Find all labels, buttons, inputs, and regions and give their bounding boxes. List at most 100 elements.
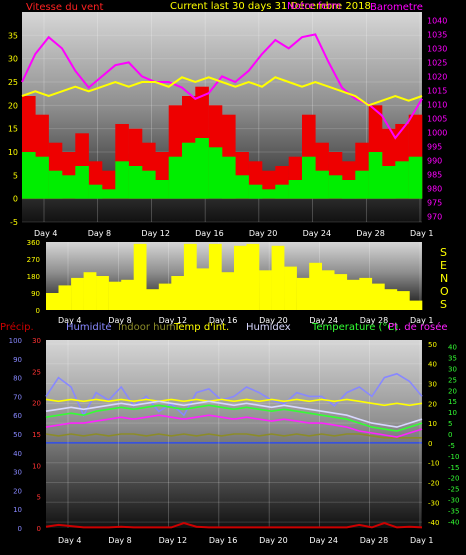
wind-tick-label: 10 bbox=[8, 148, 18, 157]
humidity-tick-label: 10 bbox=[13, 506, 22, 514]
wind_avg-bar bbox=[168, 156, 183, 199]
direction-letter: N bbox=[440, 272, 448, 285]
direction-tick-label: 180 bbox=[27, 273, 40, 281]
wind-tick-label: 0 bbox=[13, 195, 18, 204]
temp-right-tick-label: 25 bbox=[448, 376, 457, 384]
direction-bar bbox=[334, 274, 348, 310]
wind_avg-bar bbox=[155, 180, 169, 199]
wind_avg-bar bbox=[382, 166, 396, 199]
humidity-tick-label: 50 bbox=[13, 431, 22, 439]
humidity-tick-label: 40 bbox=[13, 450, 22, 458]
wind_avg-bar bbox=[75, 166, 89, 199]
wind_avg-bar bbox=[288, 180, 303, 199]
wind-tick-label: 5 bbox=[13, 171, 18, 180]
direction-bar bbox=[409, 300, 423, 310]
humidity-tick-label: 70 bbox=[13, 393, 22, 401]
wind_avg-bar bbox=[248, 184, 263, 199]
temp-tick-label: 50 bbox=[428, 341, 437, 349]
wind_avg-bar bbox=[235, 175, 249, 199]
indoor_hum-line bbox=[45, 433, 422, 439]
wind-tick-label: 25 bbox=[8, 78, 18, 87]
wind_avg-bar bbox=[355, 170, 369, 199]
temp-tick-label: -40 bbox=[428, 519, 439, 527]
direction-bar bbox=[346, 279, 360, 310]
x-tick-label: Day 28 bbox=[356, 229, 385, 238]
temp-tick-label: 10 bbox=[428, 420, 437, 428]
x-tick-label: Day 24 bbox=[309, 316, 338, 325]
direction-bar bbox=[309, 262, 322, 310]
direction-bar bbox=[384, 289, 398, 310]
x-tick-label: Day 1 bbox=[410, 316, 433, 325]
temp-tick-label: 20 bbox=[428, 400, 437, 408]
direction-bar bbox=[246, 243, 260, 310]
x-tick-label: Day 8 bbox=[88, 229, 111, 238]
temp-tick-label: -10 bbox=[428, 460, 439, 468]
legend-entry: Temp d'int. bbox=[173, 322, 229, 333]
barometer-tick-label: 990 bbox=[427, 156, 442, 165]
barometer-tick-label: 1030 bbox=[427, 44, 447, 53]
x-tick-label: Day 4 bbox=[58, 316, 81, 325]
temp-right-tick-label: -30 bbox=[448, 497, 459, 505]
x-tick-label: Day 1 bbox=[410, 229, 433, 238]
wind_avg-bar bbox=[48, 170, 63, 199]
direction-bar bbox=[96, 276, 109, 310]
barometer-tick-label: 970 bbox=[427, 212, 442, 221]
temp-right-tick-label: 15 bbox=[448, 398, 457, 406]
temp-tick-label: -30 bbox=[428, 499, 439, 507]
x-tick-label: Day 24 bbox=[303, 229, 332, 238]
humidity-tick-label: 60 bbox=[13, 412, 22, 420]
wind_avg-bar bbox=[88, 184, 103, 199]
direction-bar bbox=[171, 276, 185, 310]
humidity-tick-label: 20 bbox=[13, 487, 22, 495]
direction-letter: S bbox=[440, 298, 447, 311]
wind_avg-bar bbox=[262, 189, 276, 199]
rain-tick-label: 5 bbox=[37, 494, 41, 502]
legend-entry: Humidex bbox=[246, 322, 291, 333]
humidity-tick-label: 80 bbox=[13, 375, 22, 383]
barometer-tick-label: 1015 bbox=[427, 86, 447, 95]
direction-bar bbox=[83, 272, 97, 310]
temp-tick-label: -20 bbox=[428, 479, 439, 487]
direction-bar bbox=[46, 293, 59, 310]
temp-right-tick-label: 30 bbox=[448, 365, 457, 373]
direction-bar bbox=[183, 243, 197, 310]
x-tick-label: Day 8 bbox=[108, 316, 131, 325]
direction-tick-label: 90 bbox=[31, 290, 40, 298]
wind_avg-bar bbox=[62, 175, 76, 199]
direction-bar bbox=[321, 270, 335, 310]
wind-tick-label: 20 bbox=[8, 101, 18, 110]
x-tick-label: Day 4 bbox=[58, 536, 81, 545]
wind_avg-bar bbox=[115, 161, 129, 199]
x-tick-label: Day 8 bbox=[108, 536, 131, 545]
barometer-tick-label: 1035 bbox=[427, 30, 447, 39]
direction-bar bbox=[371, 283, 385, 310]
x-tick-label: Day 20 bbox=[259, 536, 288, 545]
wind_avg-bar bbox=[315, 170, 329, 199]
wind-axis-label: Vitesse du vent bbox=[26, 2, 103, 13]
temp-right-tick-label: 5 bbox=[448, 420, 452, 428]
direction-bar bbox=[58, 285, 72, 310]
rain-tick-label: 0 bbox=[37, 525, 41, 533]
legend-entry: Humidité bbox=[66, 321, 112, 333]
x-tick-label: Day 20 bbox=[259, 316, 288, 325]
direction-bar bbox=[108, 281, 122, 310]
direction-bar bbox=[196, 268, 210, 310]
wind_avg-bar bbox=[22, 152, 36, 199]
direction-bar bbox=[133, 243, 147, 310]
direction-letter: S bbox=[440, 246, 447, 259]
temp-right-tick-label: -40 bbox=[448, 518, 459, 526]
temp-right-tick-label: -25 bbox=[448, 486, 459, 494]
temp-right-tick-label: 0 bbox=[448, 431, 452, 439]
direction-bar bbox=[158, 283, 172, 310]
humidity-tick-label: 0 bbox=[18, 525, 22, 533]
wind_avg-bar bbox=[222, 156, 236, 199]
direction-bar bbox=[71, 277, 84, 310]
x-tick-label: Day 4 bbox=[34, 229, 57, 238]
direction-tick-label: 360 bbox=[27, 239, 40, 247]
x-tick-label: Day 16 bbox=[195, 229, 224, 238]
barometer-tick-label: 975 bbox=[427, 198, 442, 207]
direction-tick-label: 270 bbox=[27, 256, 40, 264]
wind_avg-bar bbox=[35, 156, 49, 199]
